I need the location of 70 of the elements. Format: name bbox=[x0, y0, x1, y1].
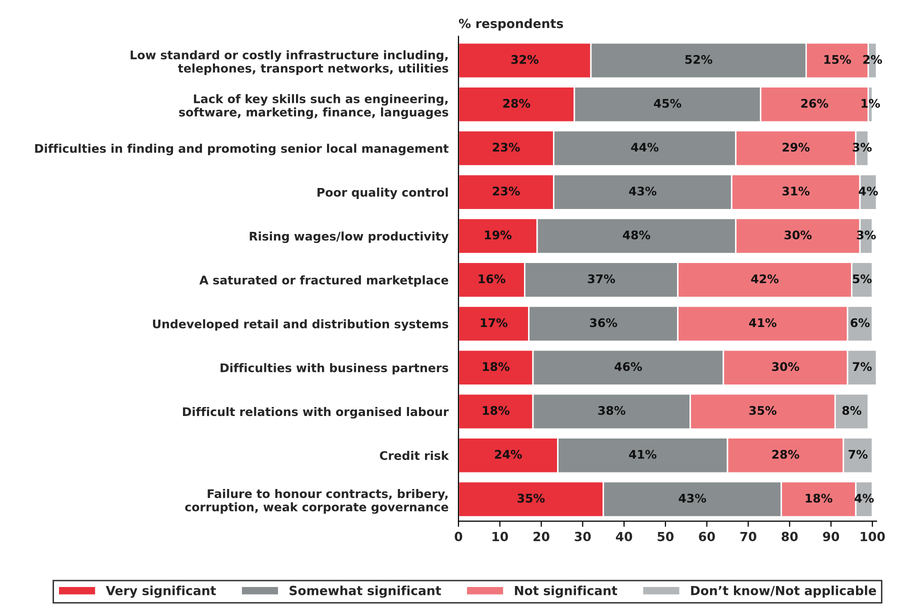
data-label: 23% bbox=[492, 142, 520, 152]
data-label: 35% bbox=[518, 494, 545, 503]
data-label: 23% bbox=[492, 186, 520, 196]
data-label: 3% bbox=[852, 142, 872, 152]
y-tick-label: Poor quality control bbox=[318, 188, 448, 200]
legend-label: Don’t know/Not applicable bbox=[691, 586, 876, 598]
data-label: 8% bbox=[842, 406, 862, 415]
legend-label: Not significant bbox=[514, 586, 618, 598]
data-label: 52% bbox=[685, 54, 712, 64]
data-label: 32% bbox=[511, 54, 538, 64]
legend-label: Somewhat significant bbox=[290, 586, 442, 598]
data-label: 5% bbox=[852, 274, 872, 284]
data-label: 43% bbox=[678, 494, 706, 503]
x-tick-label: 10 bbox=[492, 532, 508, 542]
data-label: 45% bbox=[654, 98, 682, 108]
data-label: 41% bbox=[749, 318, 776, 328]
y-tick-label: A saturated or fractured marketplace bbox=[199, 275, 448, 287]
y-tick-label: Failure to honour contracts, bribery, corruption, weak corporate governance bbox=[185, 488, 448, 514]
chart-title: % respondents bbox=[458, 18, 564, 31]
y-tick-label: Undeveloped retail and distribution systems bbox=[153, 319, 448, 331]
y-tick-label: Low standard or costly infrastructure including, telephones, transport networks, utilities bbox=[130, 50, 448, 75]
x-tick-label: 80 bbox=[782, 532, 798, 542]
data-label: 15% bbox=[824, 54, 851, 64]
y-tick-label: Difficult relations with organised labour bbox=[182, 406, 449, 419]
data-label: 43% bbox=[629, 186, 656, 196]
x-tick-label: 20 bbox=[534, 532, 550, 542]
y-tick-label: Rising wages/low productivity bbox=[250, 232, 449, 244]
y-tick-label: Lack of key skills such as engineering, software, marketing, finance, languages bbox=[179, 94, 448, 119]
data-label: 2% bbox=[863, 54, 882, 64]
data-label: 41% bbox=[629, 450, 656, 459]
y-tick-label: Credit risk bbox=[380, 450, 449, 460]
data-label: 18% bbox=[806, 494, 832, 503]
data-label: 7% bbox=[848, 450, 868, 459]
data-label: 31% bbox=[782, 186, 810, 196]
data-label: 18% bbox=[482, 362, 510, 372]
data-label: 37% bbox=[588, 274, 616, 284]
data-label: 4% bbox=[858, 186, 878, 196]
data-label: 35% bbox=[749, 406, 776, 415]
x-tick-label: 70 bbox=[740, 532, 756, 542]
data-label: 17% bbox=[480, 318, 508, 328]
x-tick-label: 60 bbox=[698, 532, 715, 542]
data-label: 28% bbox=[772, 450, 800, 459]
data-label: 30% bbox=[784, 230, 812, 240]
x-tick-label: 0 bbox=[454, 532, 462, 542]
data-label: 4% bbox=[854, 494, 874, 503]
y-tick-label: Difficulties with business partners bbox=[220, 363, 448, 375]
data-label: 19% bbox=[485, 230, 512, 240]
data-label: 26% bbox=[801, 98, 828, 108]
data-label: 42% bbox=[751, 274, 779, 284]
data-label: 24% bbox=[494, 450, 522, 459]
x-tick-label: 50 bbox=[658, 532, 674, 542]
legend-label: Very significant bbox=[106, 586, 216, 598]
data-label: 7% bbox=[852, 362, 872, 372]
x-tick-label: 30 bbox=[574, 532, 591, 542]
data-label: 28% bbox=[503, 98, 530, 108]
data-label: 18% bbox=[482, 406, 510, 415]
data-label: 3% bbox=[856, 230, 876, 240]
y-tick-label: Difficulties in finding and promoting senior local management bbox=[35, 144, 448, 156]
data-label: 44% bbox=[631, 142, 658, 152]
data-label: 48% bbox=[622, 230, 650, 240]
data-label: 46% bbox=[614, 362, 642, 372]
x-tick-label: 40 bbox=[616, 532, 632, 542]
data-label: 6% bbox=[850, 318, 870, 328]
x-tick-label: 100 bbox=[860, 532, 885, 542]
data-label: 30% bbox=[772, 362, 800, 372]
data-label: 38% bbox=[598, 406, 626, 415]
data-label: 16% bbox=[478, 274, 506, 284]
x-tick-label: 90 bbox=[822, 532, 840, 542]
data-label: 29% bbox=[782, 142, 810, 152]
data-label: 36% bbox=[590, 318, 618, 328]
